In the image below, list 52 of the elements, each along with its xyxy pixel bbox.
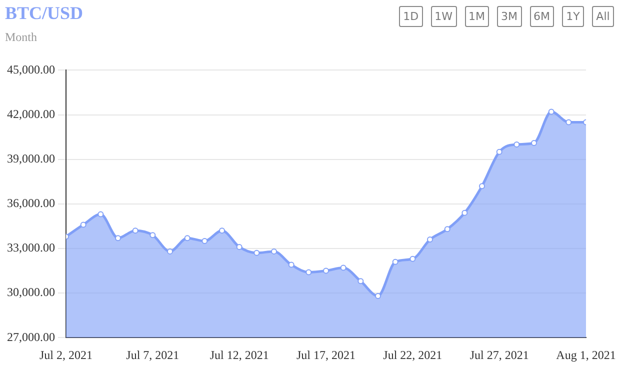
text: 1D xyxy=(399,6,423,27)
point xyxy=(98,211,104,218)
point xyxy=(271,248,277,254)
point xyxy=(427,236,433,243)
point xyxy=(358,278,364,284)
point xyxy=(306,269,312,276)
point xyxy=(184,235,190,242)
chart-subtitle: Month xyxy=(5,30,38,45)
y-tick-label: 27,000.00 xyxy=(7,330,55,344)
y-tick-label: 42,000.00 xyxy=(7,106,55,121)
point xyxy=(444,226,450,232)
x-tick-label: Jul 12, 2021 xyxy=(210,348,269,362)
point xyxy=(323,268,329,274)
x-tick-label: Jul 22, 2021 xyxy=(383,348,442,362)
point xyxy=(115,235,121,242)
x-tick-label: Jul 17, 2021 xyxy=(296,348,356,362)
point xyxy=(132,228,138,234)
x-tick-label: Jul 2, 2021 xyxy=(39,348,93,362)
point xyxy=(531,140,537,146)
point xyxy=(288,262,294,268)
point xyxy=(496,148,502,155)
point xyxy=(80,222,86,228)
point xyxy=(410,256,416,262)
point xyxy=(254,250,260,256)
point xyxy=(392,258,398,265)
text: 1Y xyxy=(562,6,584,27)
text: All xyxy=(592,6,614,27)
point xyxy=(462,210,468,216)
y-tick-label: 36,000.00 xyxy=(7,196,55,210)
chart-title: BTC/USD xyxy=(5,3,84,24)
point xyxy=(340,264,346,271)
x-tick-label: Aug 1, 2021 xyxy=(556,348,616,362)
point xyxy=(150,232,156,238)
y-tick-label: 30,000.00 xyxy=(7,285,55,300)
x-tick-label: Jul 7, 2021 xyxy=(126,348,180,362)
point xyxy=(202,238,208,244)
text: 3M xyxy=(497,6,522,27)
text: 6M xyxy=(530,6,554,27)
point xyxy=(548,108,554,115)
point xyxy=(375,293,381,300)
text: 1M xyxy=(464,6,489,27)
text: 1W xyxy=(430,6,456,27)
point xyxy=(219,228,225,234)
x-tick-label: Jul 27, 2021 xyxy=(470,348,529,362)
y-tick-label: 33,000.00 xyxy=(7,240,55,255)
y-tick-label: 45,000.00 xyxy=(7,62,55,76)
point xyxy=(566,119,572,126)
point xyxy=(479,183,485,190)
point xyxy=(514,141,520,148)
point xyxy=(167,248,173,254)
y-tick-label: 39,000.00 xyxy=(7,151,55,166)
point xyxy=(236,244,242,250)
